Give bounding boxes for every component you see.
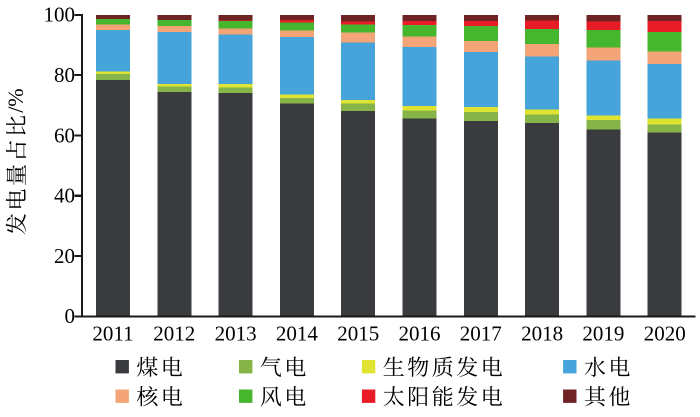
svg-text:2018: 2018 (521, 322, 563, 346)
svg-text:2020: 2020 (644, 322, 686, 346)
svg-text:100: 100 (44, 3, 76, 27)
svg-text:20: 20 (54, 244, 75, 268)
svg-text:2011: 2011 (92, 322, 133, 346)
svg-text:2012: 2012 (153, 322, 195, 346)
svg-text:2014: 2014 (276, 322, 319, 346)
svg-text:80: 80 (54, 63, 75, 87)
svg-text:2019: 2019 (582, 322, 624, 346)
svg-text:40: 40 (54, 184, 75, 208)
svg-text:2013: 2013 (215, 322, 257, 346)
svg-text:2016: 2016 (399, 322, 441, 346)
svg-text:0: 0 (65, 304, 76, 328)
svg-text:/%: /% (3, 88, 28, 112)
svg-text:60: 60 (54, 123, 75, 147)
svg-text:2015: 2015 (337, 322, 379, 346)
svg-text:2017: 2017 (460, 322, 502, 346)
